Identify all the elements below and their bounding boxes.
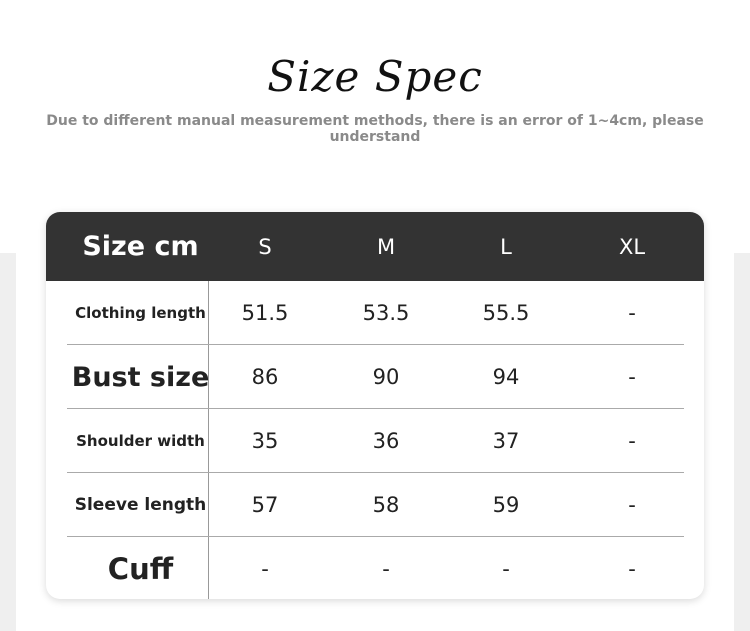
- size-table: Size cm S M L XL Clothing length 51.5 53.5…: [46, 212, 704, 599]
- header-l: L: [500, 234, 512, 259]
- table-cell: -: [628, 429, 636, 453]
- row-divider: [67, 344, 684, 345]
- background-side-right: [734, 253, 750, 631]
- page-title: Size Spec: [267, 52, 483, 101]
- row-label: Sleeve length: [74, 495, 207, 515]
- table-cell: -: [628, 365, 636, 389]
- table-cell: 36: [372, 429, 400, 453]
- row-label: Cuff: [107, 552, 174, 586]
- background-side-left: [0, 253, 16, 631]
- table-cell: 86: [251, 365, 279, 389]
- row-label: Bust size: [71, 361, 210, 393]
- column-divider: [208, 281, 209, 599]
- table-cell: -: [261, 557, 269, 581]
- table-cell: -: [382, 557, 390, 581]
- header-xl: XL: [618, 234, 646, 259]
- header-size-cm: Size cm: [82, 231, 199, 262]
- header-m: M: [376, 234, 396, 259]
- table-cell: -: [502, 557, 510, 581]
- row-label: Shoulder width: [76, 432, 205, 450]
- subtitle: Due to different manual measurement meth…: [46, 113, 704, 145]
- table-cell: 90: [372, 365, 400, 389]
- row-divider: [67, 408, 684, 409]
- table-cell: 58: [372, 493, 400, 517]
- table-cell: 51.5: [241, 301, 289, 325]
- table-header: Size cm S M L XL: [46, 212, 704, 281]
- header-s: S: [258, 234, 272, 259]
- row-label: Clothing length: [75, 304, 206, 322]
- table-cell: -: [628, 557, 636, 581]
- table-cell: 53.5: [362, 301, 410, 325]
- table-cell: -: [628, 493, 636, 517]
- table-cell: 37: [492, 429, 520, 453]
- table-cell: 59: [492, 493, 520, 517]
- row-divider: [67, 472, 684, 473]
- table-cell: 57: [251, 493, 279, 517]
- table-cell: 55.5: [482, 301, 530, 325]
- row-divider: [67, 536, 684, 537]
- table-cell: 94: [492, 365, 520, 389]
- table-cell: -: [628, 301, 636, 325]
- table-cell: 35: [251, 429, 279, 453]
